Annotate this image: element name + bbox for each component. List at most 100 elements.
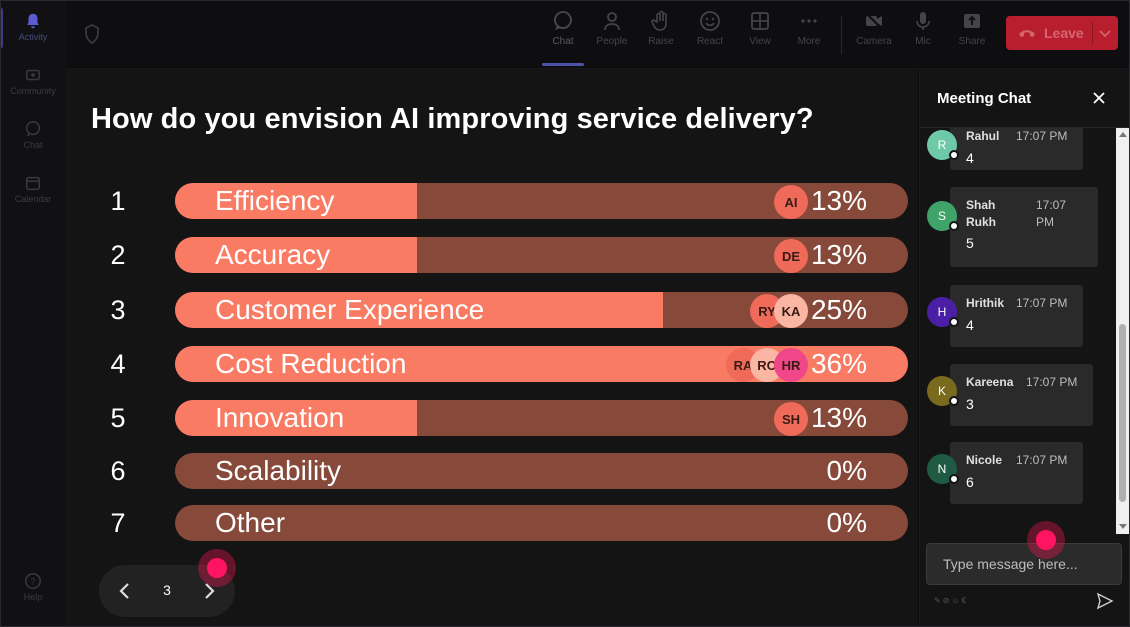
- gif-icon[interactable]: €: [961, 596, 969, 605]
- option-bar: Efficiency AI 13%: [175, 183, 908, 219]
- option-bar: Accuracy DE 13%: [175, 237, 908, 273]
- people-icon: [604, 12, 620, 31]
- avatar: H: [927, 297, 957, 327]
- rail-item-community[interactable]: Community: [0, 66, 66, 96]
- rail-item-help[interactable]: ? Help: [0, 572, 66, 602]
- scroll-up-arrow[interactable]: [1119, 132, 1127, 137]
- scroll-thumb[interactable]: [1119, 324, 1126, 502]
- chat-message-list: Rahul 17:07 PM 4 R Shah Rukh 17:07 PM 5 S Hrithi…: [920, 128, 1116, 534]
- attach-icon[interactable]: ⊘: [942, 596, 952, 605]
- option-label: Scalability: [215, 455, 342, 486]
- chat-button[interactable]: Chat: [538, 10, 588, 66]
- shield-icon: [85, 24, 99, 44]
- more-icon: [801, 19, 817, 23]
- status-indicator: [949, 474, 959, 484]
- message-bubble: Shah Rukh 17:07 PM 5: [950, 187, 1098, 267]
- poll-option-row: 5 Innovation SH 13%: [66, 399, 918, 437]
- option-label: Cost Reduction: [215, 348, 407, 379]
- camera-off-icon: [865, 12, 883, 30]
- close-icon[interactable]: [1092, 91, 1106, 105]
- message-time: 17:07 PM: [1016, 453, 1068, 467]
- rail-item-chat[interactable]: Chat: [0, 120, 66, 150]
- chat-scrollbar[interactable]: [1116, 128, 1129, 534]
- emoji-icon[interactable]: ☺: [951, 596, 962, 605]
- option-number: 2: [110, 240, 126, 270]
- option-percent: 0%: [826, 507, 867, 538]
- message-text: 6: [966, 474, 974, 490]
- chat-message-input[interactable]: [926, 543, 1122, 585]
- page-number: 3: [163, 582, 171, 598]
- option-label: Customer Experience: [215, 294, 485, 325]
- option-number: 3: [110, 295, 126, 325]
- send-icon[interactable]: [1096, 592, 1114, 610]
- view-button[interactable]: View: [735, 10, 785, 47]
- meeting-toolbar: Chat People Raise React View More Camera: [66, 0, 1130, 69]
- chat-header: Meeting Chat: [920, 69, 1130, 128]
- chat-button-label: Chat: [552, 36, 574, 47]
- option-bar-fill: [175, 183, 417, 219]
- option-percent: 0%: [826, 455, 867, 486]
- option-bar: Other 0%: [175, 505, 908, 541]
- bell-icon: [27, 13, 39, 29]
- option-label: Efficiency: [215, 185, 335, 216]
- react-button[interactable]: React: [685, 10, 735, 47]
- poll-option-row: 7 Other 0%: [66, 504, 918, 542]
- hang-up-icon: [1019, 30, 1035, 37]
- voter-avatar: AI: [774, 185, 808, 219]
- voter-avatar: SH: [774, 402, 808, 436]
- rail-item-activity[interactable]: Activity: [0, 12, 66, 42]
- help-icon: ?: [25, 573, 41, 589]
- option-label: Other: [215, 507, 286, 538]
- rail-item-label: Calendar: [14, 194, 52, 204]
- raise-hand-button[interactable]: Raise: [636, 10, 686, 47]
- calendar-icon: [25, 176, 41, 191]
- people-button-label: People: [596, 36, 628, 47]
- voter-avatars: KA RY: [750, 294, 808, 328]
- camera-button[interactable]: Camera: [849, 10, 899, 47]
- leave-button-label: Leave: [1044, 25, 1084, 41]
- message-sender: Hrithik: [966, 296, 1005, 310]
- rail-item-label: Community: [10, 86, 56, 96]
- share-icon: [964, 14, 980, 28]
- chat-icon: [554, 11, 572, 30]
- message-sender: Nicole: [966, 453, 1003, 467]
- poll-option-row: 3 Customer Experience KA RY 25%: [66, 291, 918, 329]
- message-text: 4: [966, 150, 974, 166]
- leave-button[interactable]: Leave: [1006, 16, 1118, 50]
- chevron-down-icon[interactable]: [1098, 26, 1112, 40]
- people-button[interactable]: People: [587, 10, 637, 47]
- poll-option-row: 4 Cost Reduction HR RO RA 36%: [66, 345, 918, 383]
- format-icon[interactable]: ✎: [934, 596, 943, 605]
- pointer-indicator: [198, 549, 236, 587]
- rail-item-calendar[interactable]: Calendar: [0, 174, 66, 204]
- mic-button[interactable]: Mic: [898, 10, 948, 47]
- chevron-right-icon[interactable]: [197, 579, 221, 603]
- message-text: 4: [966, 317, 974, 333]
- toolbar-divider: [841, 16, 842, 54]
- message-text: 5: [966, 235, 974, 251]
- message-sender: Kareena: [966, 375, 1014, 389]
- mic-icon: [916, 12, 930, 30]
- view-grid-icon: [751, 12, 769, 30]
- rail-item-label: Chat: [23, 140, 43, 150]
- pointer-indicator: [1027, 521, 1065, 559]
- format-toolbar[interactable]: ✎⊘☺€: [934, 596, 968, 605]
- more-button[interactable]: More: [784, 10, 834, 47]
- rail-item-label: Activity: [18, 32, 48, 42]
- scroll-down-arrow[interactable]: [1119, 524, 1127, 529]
- voter-avatars: HR RO RA: [726, 348, 808, 382]
- status-indicator: [949, 317, 959, 327]
- rail-active-indicator: [0, 8, 3, 48]
- poll-option-row: 6 Scalability 0%: [66, 452, 918, 490]
- meeting-chat-panel: Meeting Chat Rahul 17:07 PM 4 R Shah Rukh 17:…: [919, 69, 1130, 627]
- svg-text:?: ?: [30, 577, 35, 587]
- share-button[interactable]: Share: [947, 10, 997, 47]
- poll-option-row: 1 Efficiency AI 13%: [66, 182, 918, 220]
- option-percent: 36%: [810, 348, 867, 379]
- chevron-left-icon[interactable]: [113, 579, 137, 603]
- option-number: 4: [110, 349, 126, 379]
- raise-hand-icon: [651, 10, 667, 31]
- message-bubble: Hrithik 17:07 PM 4: [950, 285, 1083, 347]
- chat-title: Meeting Chat: [937, 90, 1032, 107]
- voter-avatars: DE: [774, 239, 808, 273]
